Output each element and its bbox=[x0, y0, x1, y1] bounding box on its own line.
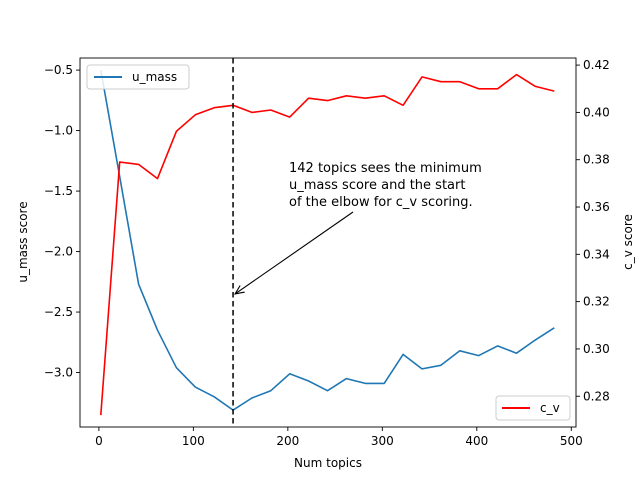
y-left-tick-label: −2.5 bbox=[44, 305, 73, 319]
legend-u-mass-box bbox=[86, 64, 190, 90]
y-left-tick-label: −3.0 bbox=[44, 366, 73, 380]
legend-u-mass: u_mass bbox=[86, 64, 190, 90]
legend-u-mass-label: u_mass bbox=[132, 70, 177, 84]
y-right-tick-label: 0.38 bbox=[583, 153, 610, 167]
x-tick-label: 0 bbox=[95, 434, 103, 448]
y-right-tick-label: 0.28 bbox=[583, 389, 610, 403]
annotation-arrow bbox=[235, 211, 354, 294]
x-tick-label: 500 bbox=[560, 434, 583, 448]
y-right-tick-label: 0.32 bbox=[583, 295, 610, 309]
y-right-tick-label: 0.40 bbox=[583, 105, 610, 119]
legend-c-v: c_v bbox=[495, 395, 571, 421]
y-right-tick-label: 0.42 bbox=[583, 58, 610, 72]
y-left-tick-label: −1.0 bbox=[44, 124, 73, 138]
y-left-tick-label: −1.5 bbox=[44, 184, 73, 198]
annotation-line-3: of the elbow for c_v scoring. bbox=[289, 195, 473, 210]
x-tick-label: 300 bbox=[371, 434, 394, 448]
y-left-axis-ticks: −0.5 −1.0 −1.5 −2.0 −2.5 −3.0 bbox=[44, 63, 80, 380]
annotation-line-2: u_mass score and the start bbox=[289, 178, 465, 193]
y-left-tick-label: −0.5 bbox=[44, 63, 73, 77]
plot-frame bbox=[79, 57, 577, 428]
x-axis-label: Num topics bbox=[294, 456, 362, 470]
series-layer bbox=[100, 69, 555, 416]
y-right-tick-label: 0.34 bbox=[583, 247, 610, 261]
x-axis-ticks: 0 100 200 300 400 500 bbox=[95, 427, 583, 448]
y-left-tick-label: −2.0 bbox=[44, 245, 73, 259]
y-right-axis-ticks: 0.28 0.30 0.32 0.34 0.36 0.38 0.40 0.42 bbox=[576, 58, 610, 403]
y-right-tick-label: 0.36 bbox=[583, 200, 610, 214]
series-line-u-mass bbox=[100, 69, 555, 411]
legend-c-v-box bbox=[495, 395, 571, 421]
y-right-tick-label: 0.30 bbox=[583, 342, 610, 356]
x-tick-label: 200 bbox=[276, 434, 299, 448]
y-right-axis-label: c_v score bbox=[621, 214, 635, 270]
legend-c-v-label: c_v bbox=[540, 401, 560, 415]
annotation-line-1: 142 topics sees the minimum bbox=[289, 161, 482, 176]
series-line-c-v bbox=[100, 73, 555, 416]
x-tick-label: 400 bbox=[465, 434, 488, 448]
x-tick-label: 100 bbox=[182, 434, 205, 448]
annotation: 142 topics sees the minimum u_mass score… bbox=[235, 161, 482, 294]
y-left-axis-label: u_mass score bbox=[16, 201, 30, 282]
